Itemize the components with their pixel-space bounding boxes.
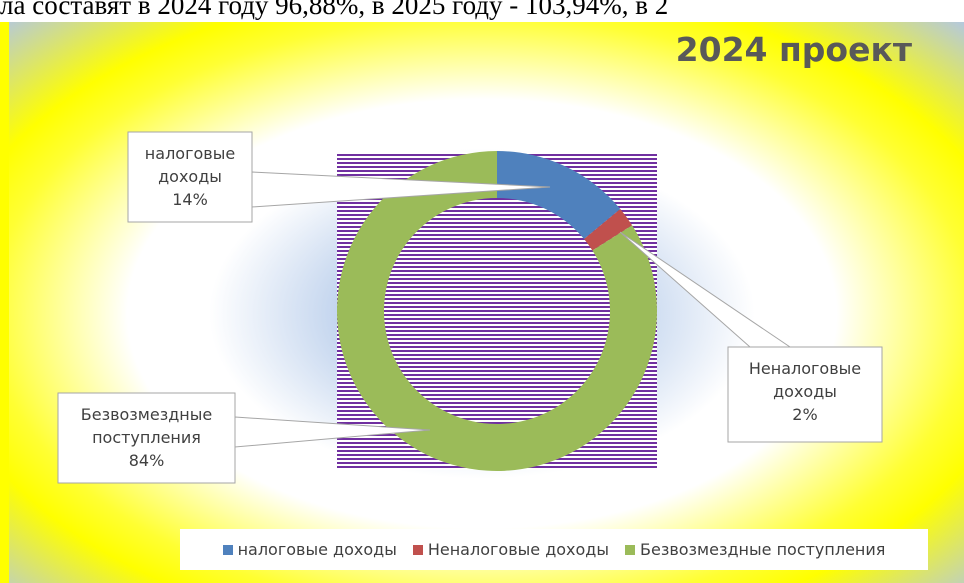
legend-item: Безвозмездные поступления — [625, 540, 885, 559]
chart-title: 2024 проект — [675, 30, 912, 69]
data-label: Неналоговые доходы 2% — [728, 357, 882, 426]
callout-box — [127, 131, 253, 223]
doughnut-slice — [584, 209, 633, 251]
legend-label: налоговые доходы — [237, 540, 397, 559]
data-label: Безвозмездные поступления 84% — [58, 403, 235, 472]
doughnut-slice — [337, 151, 657, 471]
chart-svg — [57, 131, 883, 484]
data-label-value: 2% — [792, 405, 818, 424]
data-label-value: 84% — [128, 451, 165, 470]
legend-swatch — [222, 544, 233, 555]
legend-item: Неналоговые доходы — [412, 540, 609, 559]
callout-box — [727, 346, 883, 443]
data-label-category: налоговые доходы — [144, 144, 236, 186]
legend-label: Неналоговые доходы — [427, 540, 609, 559]
data-label-value: 14% — [172, 190, 208, 209]
legend-swatch — [625, 544, 635, 555]
legend-item: налоговые доходы — [222, 540, 397, 559]
data-label: налоговые доходы 14% — [128, 142, 252, 211]
legend: налоговые доходы Неналоговые доходы Безвоз… — [180, 529, 928, 570]
legend-swatch — [412, 544, 423, 555]
chart: 2024 проект налоговые доходы Неналоговые … — [0, 22, 964, 583]
doughnut-slice — [497, 151, 621, 239]
data-label-category: Безвозмездные поступления — [80, 405, 213, 447]
edge-stripe — [0, 22, 9, 583]
callout-box — [57, 392, 236, 484]
data-label-category: Неналоговые доходы — [748, 359, 862, 401]
legend-label: Безвозмездные поступления — [640, 540, 886, 559]
document-text: ла составят в 2024 году 96,88%, в 2025 г… — [0, 0, 669, 20]
